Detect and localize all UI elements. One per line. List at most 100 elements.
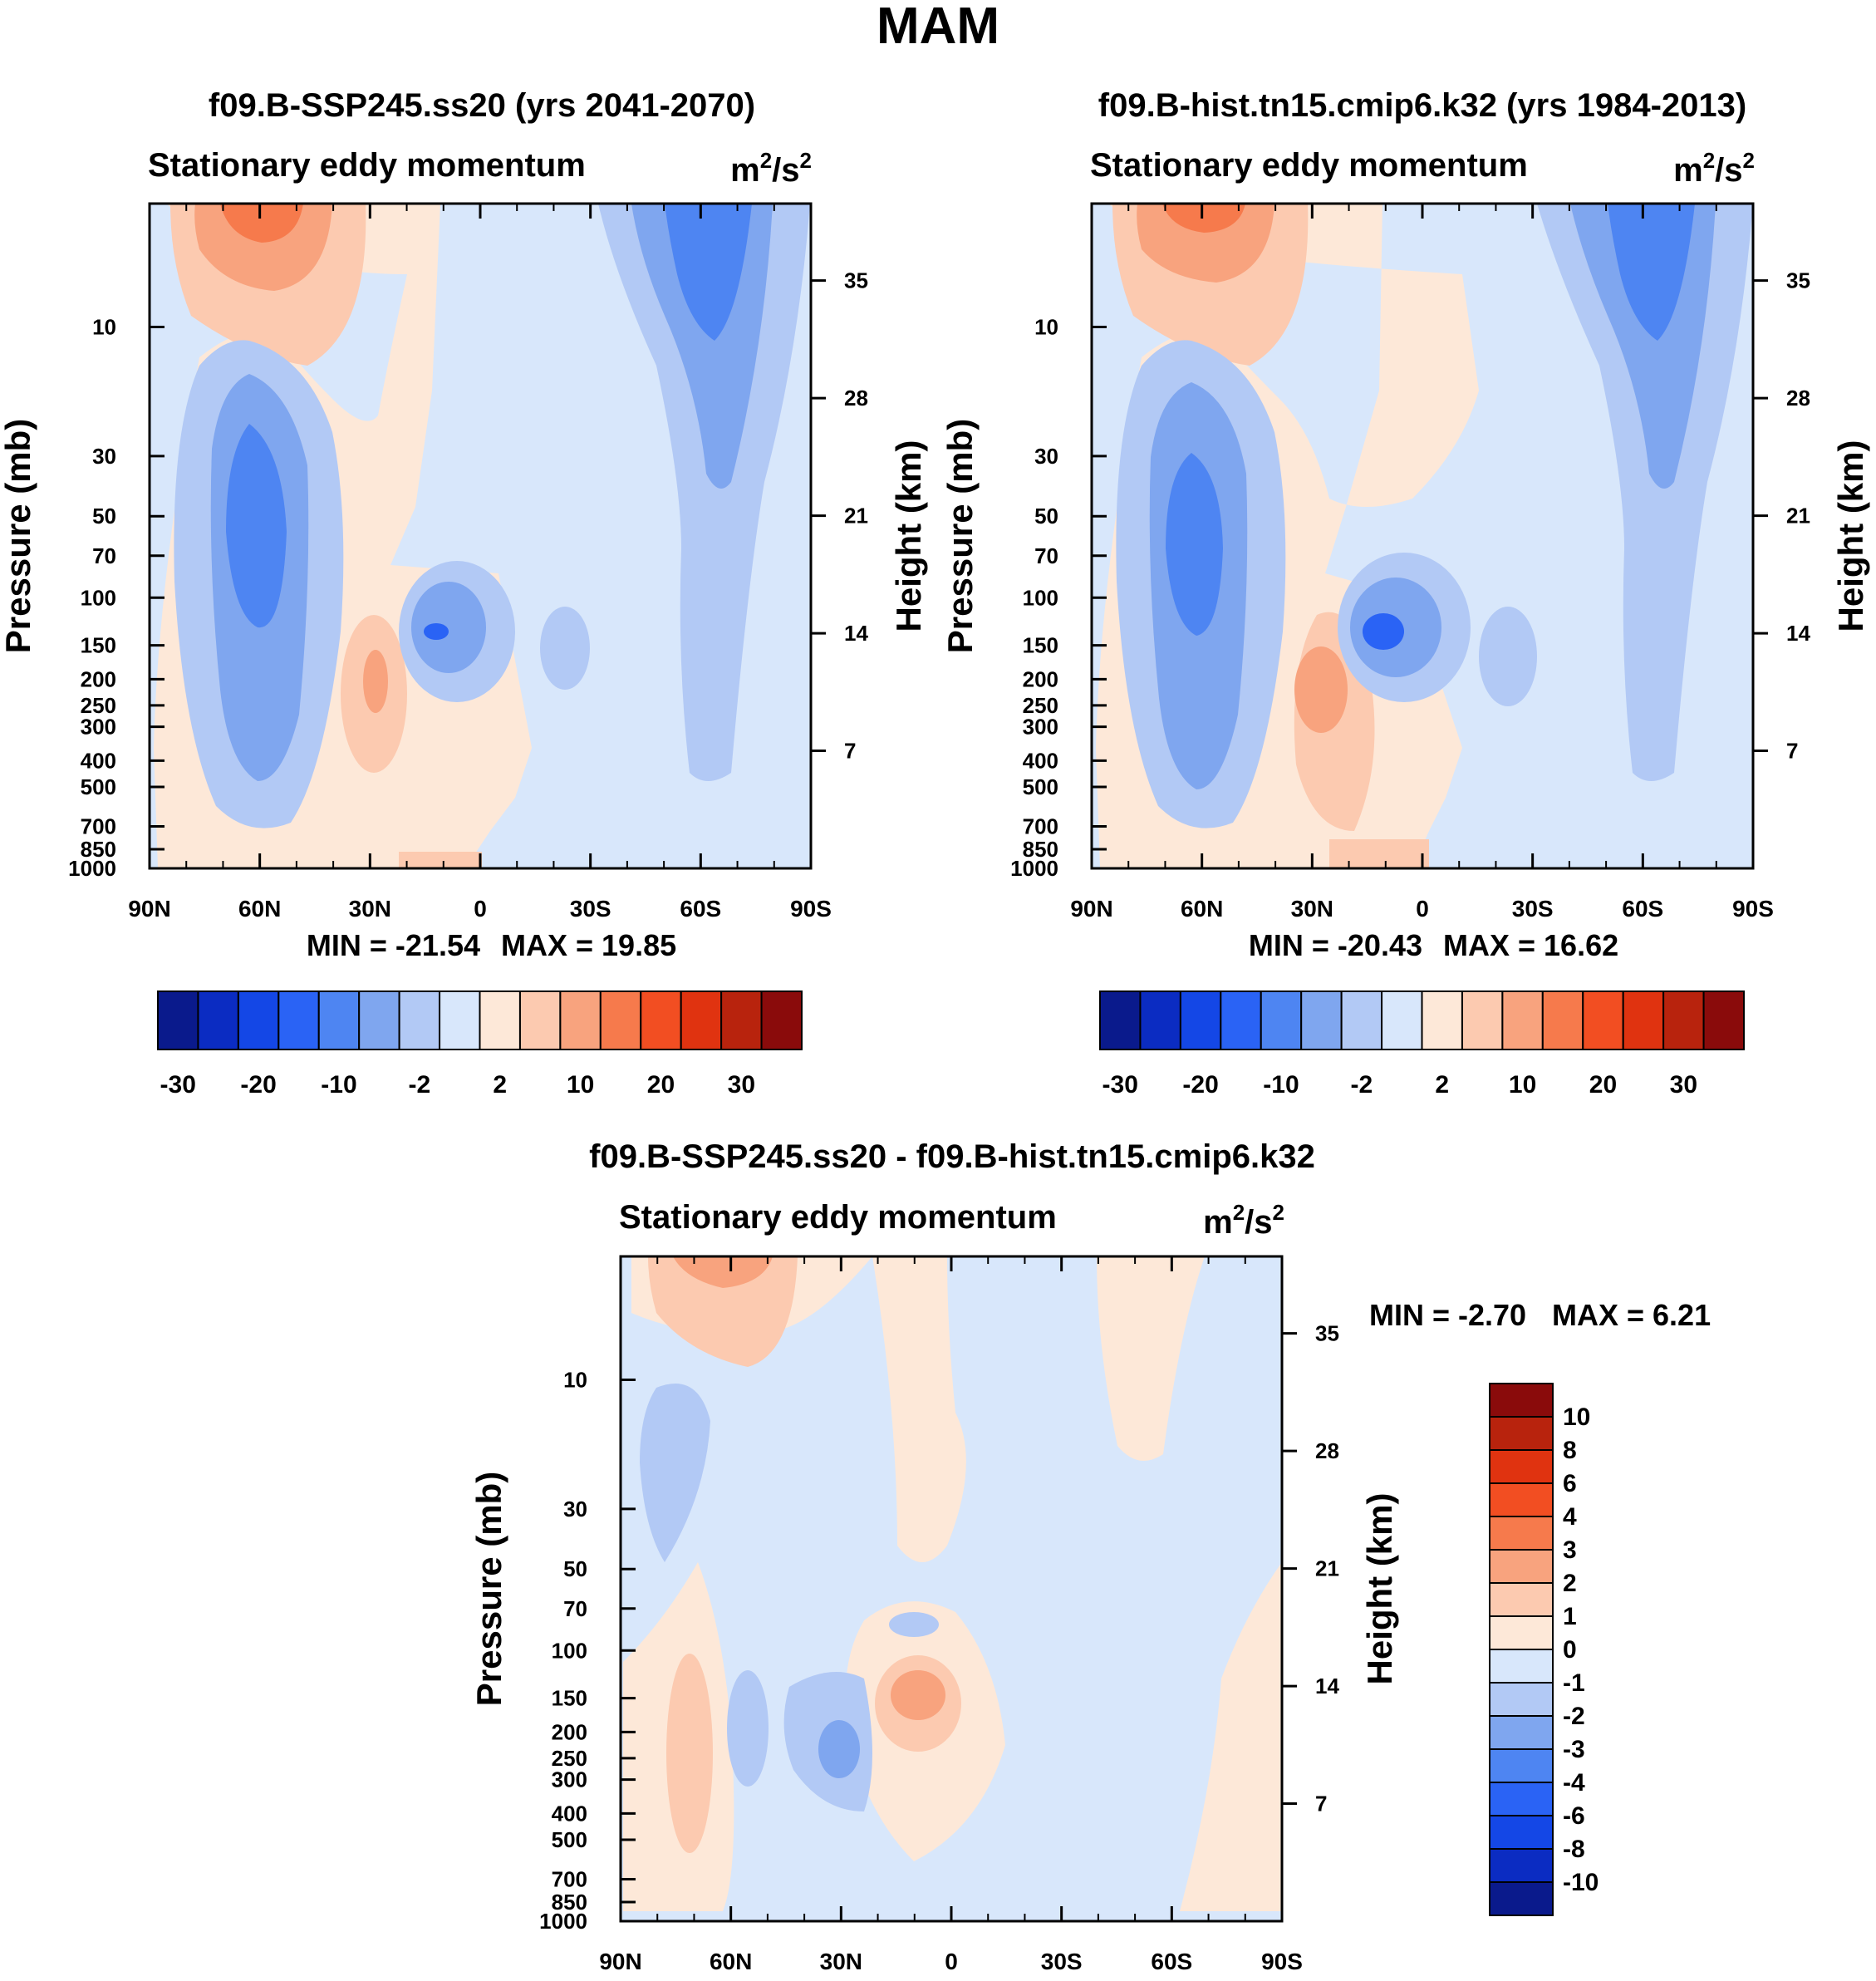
panel-2-title: f09.B-hist.tn15.cmip6.k32 (yrs 1984-2013… [1098, 87, 1746, 124]
y-tick-label: 100 [81, 585, 116, 610]
y-tick-label: 150 [552, 1686, 587, 1711]
y-tick-label: 100 [1023, 585, 1058, 610]
y-right-tick-label: 14 [844, 621, 868, 646]
y-tick-label: 250 [1023, 693, 1058, 718]
y-tick-label: 70 [563, 1596, 587, 1621]
x-tick-label: 30S [570, 896, 611, 922]
colorbar-box [1220, 990, 1262, 1050]
colorbar-box [237, 990, 280, 1050]
panel-2-x-ticks: 90N 60N 30N 0 30S 60S 90S [1070, 204, 1774, 922]
colorbar-box [680, 990, 723, 1050]
colorbar-box [1489, 1615, 1554, 1650]
colorbar-label: 2 [1563, 1570, 1577, 1597]
panel-1-ylabel-right: Height (km) [889, 440, 928, 632]
y-right-tick-label: 35 [1315, 1321, 1339, 1346]
panel-3-y-right-ticks: 35 28 21 14 7 [1282, 1321, 1339, 1816]
y-tick-label: 500 [81, 774, 116, 799]
panel-2-sh-subtropical-negative [1479, 607, 1537, 706]
colorbar-box [1099, 990, 1142, 1050]
panel-2-max-label: MAX = 16.62 [1443, 928, 1618, 962]
colorbar-label: 4 [1563, 1503, 1577, 1531]
colorbar-box [640, 990, 682, 1050]
colorbar-box [1489, 1516, 1554, 1551]
panel-3-ylabel: Pressure (mb) [469, 1472, 508, 1706]
y-tick-label: 700 [552, 1867, 587, 1892]
x-tick-label: 0 [945, 1949, 958, 1974]
colorbar-box [1662, 990, 1705, 1050]
colorbar-box [1489, 1782, 1554, 1816]
panel-1-subtitle: Stationary eddy momentum [148, 147, 586, 184]
colorbar-label: -10 [321, 1071, 356, 1099]
y-tick-label: 400 [1023, 748, 1058, 773]
panel-1-lat-high-positive-3 [220, 204, 303, 243]
y-tick-label: 1000 [1010, 856, 1058, 881]
x-tick-label: 0 [474, 896, 487, 922]
x-tick-label: 30S [1041, 1949, 1083, 1974]
x-tick-label: 30S [1512, 896, 1554, 922]
x-tick-label: 60S [1151, 1949, 1192, 1974]
colorbar-label: 1 [1563, 1603, 1577, 1630]
colorbar-box [1461, 990, 1504, 1050]
colorbar-box [1489, 1449, 1554, 1484]
panel-1-min-label: MIN = -21.54 [307, 928, 480, 962]
panel-2-colorbar: -30 -20 -10 -2 2 10 20 30 [1099, 990, 1745, 1099]
colorbar-box [1489, 1848, 1554, 1883]
panel-2: f09.B-hist.tn15.cmip6.k32 (yrs 1984-2013… [940, 87, 1870, 1099]
colorbar-box [1421, 990, 1463, 1050]
x-tick-label: 60N [1181, 896, 1223, 922]
colorbar-label: -8 [1563, 1836, 1585, 1863]
x-tick-label: 90S [1261, 1949, 1303, 1974]
colorbar-label: 2 [493, 1071, 507, 1099]
x-tick-label: 90S [1732, 896, 1774, 922]
panel-1-sh-subtropical-negative [540, 607, 590, 690]
panel-1: f09.B-SSP245.ss20 (yrs 2041-2070) Statio… [0, 87, 928, 1099]
y-tick-label: 50 [1034, 504, 1058, 528]
colorbar-label: 20 [1589, 1071, 1617, 1099]
panel-2-polar-jet-negative-3 [1166, 453, 1223, 636]
y-tick-label: 150 [1023, 633, 1058, 658]
panel-1-tropical-negative-2 [411, 582, 486, 673]
colorbar-box [1489, 1715, 1554, 1750]
y-tick-label: 500 [552, 1827, 587, 1852]
y-right-tick-label: 7 [1786, 739, 1798, 764]
x-tick-label: 60N [710, 1949, 752, 1974]
colorbar-label: 6 [1563, 1470, 1577, 1497]
panel-2-units: m2/s2 [1673, 148, 1755, 189]
y-tick-label: 50 [563, 1556, 587, 1581]
panel-2-subtropical-positive-core [1294, 646, 1348, 733]
y-tick-label: 1000 [539, 1909, 587, 1934]
panel-2-lat-high-positive-2 [1137, 204, 1274, 283]
panel-2-sh-stratospheric-negative-3 [1608, 204, 1695, 341]
y-tick-label: 850 [81, 837, 116, 862]
colorbar-label: 0 [1563, 1636, 1577, 1664]
colorbar-label: -6 [1563, 1802, 1585, 1830]
y-tick-label: 30 [563, 1497, 587, 1521]
colorbar-box [720, 990, 763, 1050]
colorbar-box [1702, 990, 1745, 1050]
colorbar-box [559, 990, 602, 1050]
colorbar-box [1489, 1881, 1554, 1916]
colorbar-box [1489, 1649, 1554, 1684]
panel-1-y-right-ticks: 35 28 21 14 7 [811, 268, 868, 764]
colorbar-box [1489, 1682, 1554, 1717]
panel-2-surface-positive [1329, 839, 1429, 868]
colorbar-label: -2 [1351, 1071, 1373, 1099]
colorbar-label: -20 [240, 1071, 276, 1099]
x-tick-label: 60S [680, 896, 721, 922]
panel-3-nh-negative [640, 1384, 710, 1562]
panel-3-sh-lower-positive [1180, 1562, 1282, 1911]
colorbar-label: 20 [647, 1071, 675, 1099]
colorbar-box [277, 990, 320, 1050]
y-tick-label: 500 [1023, 774, 1058, 799]
panel-3-sh-upper-positive [1097, 1256, 1205, 1461]
panel-3-tropical-negative [889, 1612, 939, 1637]
colorbar-label: -30 [160, 1071, 196, 1099]
panel-3-min-label: MIN = -2.70 [1369, 1298, 1526, 1332]
colorbar-label: 10 [567, 1071, 594, 1099]
x-tick-label: 0 [1416, 896, 1429, 922]
colorbar-box [1489, 1416, 1554, 1451]
colorbar-box [1501, 990, 1544, 1050]
